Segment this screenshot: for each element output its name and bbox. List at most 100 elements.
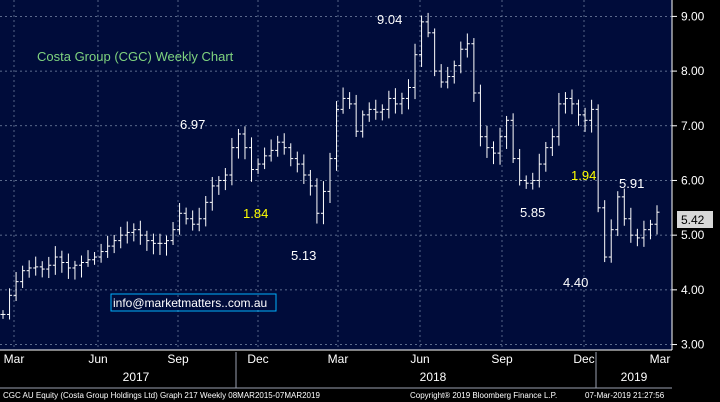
price-bar	[432, 28, 438, 77]
price-bar	[52, 246, 58, 275]
footer-right: 07-Mar-2019 21:27:56	[585, 391, 665, 400]
price-bar	[484, 125, 490, 158]
plot-area	[0, 0, 672, 350]
annotation-label: 1.94	[571, 168, 596, 183]
price-bar	[517, 148, 523, 186]
price-bar	[595, 104, 601, 213]
chart-title: Costa Group (CGC) Weekly Chart	[37, 49, 234, 64]
y-tick-label: 9.00	[681, 9, 705, 23]
price-bar	[105, 235, 111, 258]
price-bar	[589, 99, 595, 133]
price-bar	[255, 158, 261, 174]
price-bar	[26, 260, 32, 278]
price-bar	[144, 230, 150, 251]
annotation-label: 6.97	[180, 117, 205, 132]
year-label: 2017	[123, 370, 150, 384]
y-tick-label: 8.00	[681, 64, 705, 78]
month-label: Mar	[4, 352, 25, 366]
price-bar	[92, 252, 98, 265]
annotations: 9.04 6.97 1.84 5.13 5.85 1.94 5.91 4.40	[180, 12, 644, 290]
y-tick-label: 3.00	[681, 338, 705, 352]
price-bar	[137, 220, 143, 245]
price-bar	[569, 89, 575, 115]
price-bar	[379, 104, 385, 121]
price-bar	[288, 143, 294, 167]
price-bar	[464, 33, 470, 58]
watermark-box	[110, 293, 277, 312]
price-bar	[111, 234, 117, 254]
price-bar	[301, 154, 307, 184]
price-bar	[491, 141, 496, 165]
price-bar	[196, 207, 202, 232]
price-bar	[576, 99, 582, 126]
price-bar	[556, 92, 562, 146]
month-label: Mar	[650, 352, 671, 366]
price-bar	[425, 12, 431, 38]
price-bar	[0, 310, 6, 319]
annotation-label: 4.40	[563, 275, 588, 290]
price-bar	[131, 223, 137, 242]
month-label: Dec	[247, 352, 268, 366]
month-label: Sep	[491, 352, 513, 366]
price-bar	[386, 90, 392, 119]
price-bar	[340, 87, 346, 114]
price-bar	[405, 79, 411, 110]
y-tick-label: 7.00	[681, 119, 705, 133]
price-bar	[222, 168, 228, 191]
price-bar	[59, 250, 65, 273]
price-bar	[183, 207, 189, 225]
annotation-label: 5.85	[520, 205, 545, 220]
price-bar	[235, 128, 241, 159]
year-label: 2019	[621, 370, 648, 384]
price-bar	[654, 205, 660, 235]
price-bar	[360, 110, 366, 138]
price-bar	[268, 139, 274, 162]
price-bar	[20, 265, 26, 288]
price-bar	[543, 141, 549, 172]
price-bar	[497, 127, 503, 165]
price-bar	[307, 169, 313, 196]
price-bar	[451, 60, 457, 84]
price-bar	[98, 243, 104, 263]
footer-center: Copyright® 2019 Bloomberg Finance L.P.	[410, 391, 557, 400]
price-bar	[641, 220, 647, 247]
price-bar	[39, 261, 45, 278]
price-bar	[471, 38, 477, 102]
price-bar	[373, 99, 379, 120]
y-tick-label: 5.00	[681, 228, 705, 242]
price-bar	[353, 94, 359, 137]
price-bar	[320, 181, 326, 225]
price-bar	[281, 133, 287, 155]
price-bar	[549, 128, 555, 156]
price-bar	[504, 115, 510, 149]
price-bar	[477, 84, 483, 147]
price-bar	[392, 88, 398, 114]
annotation-label: 5.13	[291, 248, 316, 263]
price-bar	[399, 92, 405, 115]
price-bar	[419, 15, 425, 67]
price-bar	[608, 219, 614, 263]
price-bar	[536, 153, 542, 188]
x-axis: Mar Jun Sep Dec Mar Jun Sep Dec Mar 2017 2018 2019	[0, 349, 672, 389]
price-bar	[72, 260, 78, 280]
y-tick-label: 4.00	[681, 283, 705, 297]
price-bar	[150, 233, 156, 255]
month-label: Jun	[88, 352, 107, 366]
price-bars	[0, 12, 660, 320]
price-bar	[33, 256, 39, 276]
price-bar	[216, 176, 222, 195]
price-bar	[118, 226, 124, 249]
price-bar	[170, 222, 176, 245]
footer-left: CGC AU Equity (Costa Group Holdings Ltd)…	[3, 391, 320, 400]
price-bar	[458, 41, 464, 74]
price-bar	[275, 135, 281, 157]
annotation-label: 9.04	[377, 12, 402, 27]
price-bar	[412, 43, 418, 100]
last-price-label: 5.42	[681, 213, 705, 227]
price-bar	[628, 207, 634, 243]
price-bar	[562, 92, 568, 114]
price-bar	[615, 191, 621, 237]
month-label: Sep	[167, 352, 189, 366]
price-bar	[530, 172, 536, 190]
